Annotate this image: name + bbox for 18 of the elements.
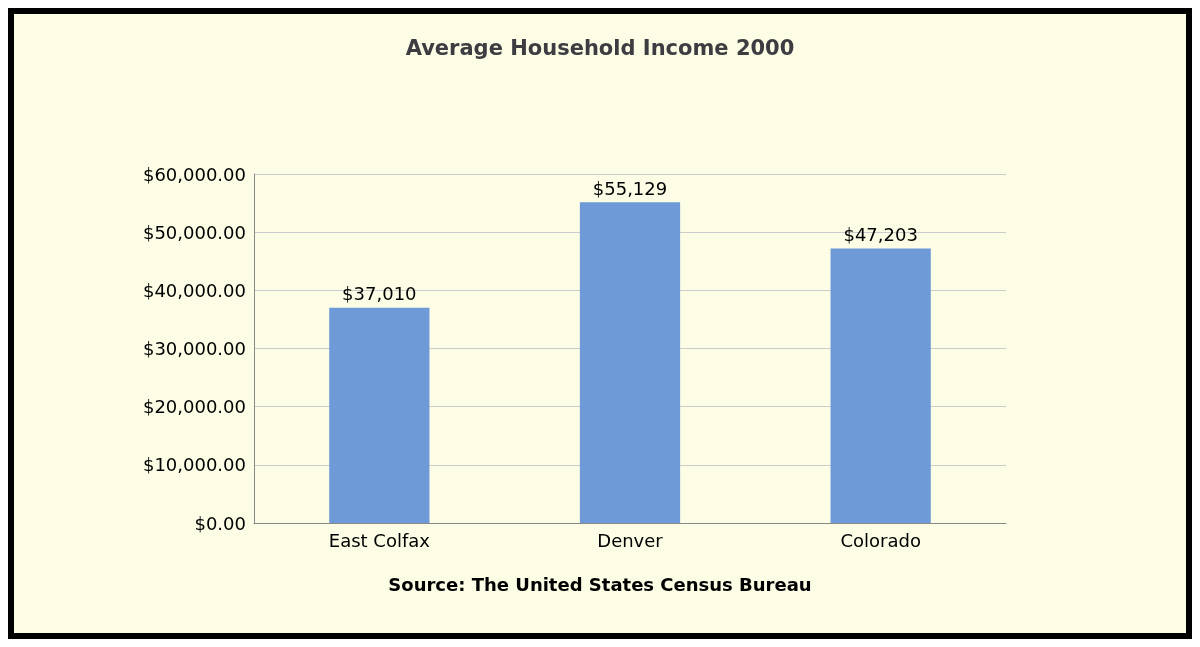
- y-tick-label: $50,000.00: [142, 221, 246, 243]
- y-tick-label: $40,000.00: [142, 279, 246, 301]
- x-tick-label: East Colfax: [328, 529, 431, 551]
- source-note: Source: The United States Census Bureau: [388, 573, 812, 595]
- chart-title: Average Household Income 2000: [405, 35, 795, 60]
- bar: [579, 202, 681, 523]
- data-label: $37,010: [342, 283, 417, 305]
- bar: [830, 248, 931, 523]
- data-label: $55,129: [592, 177, 668, 199]
- y-tick-label: $60,000.00: [142, 163, 246, 185]
- y-tick-label: $20,000.00: [142, 396, 246, 418]
- y-tick-label: $10,000.00: [142, 454, 246, 476]
- y-tick-label: $30,000.00: [142, 338, 246, 359]
- x-tick-label: Colorado: [840, 529, 921, 551]
- bar: [329, 307, 430, 523]
- y-tick-label: $0.00: [194, 512, 246, 534]
- x-tick-label: Denver: [597, 529, 664, 551]
- data-label: $47,203: [843, 223, 918, 245]
